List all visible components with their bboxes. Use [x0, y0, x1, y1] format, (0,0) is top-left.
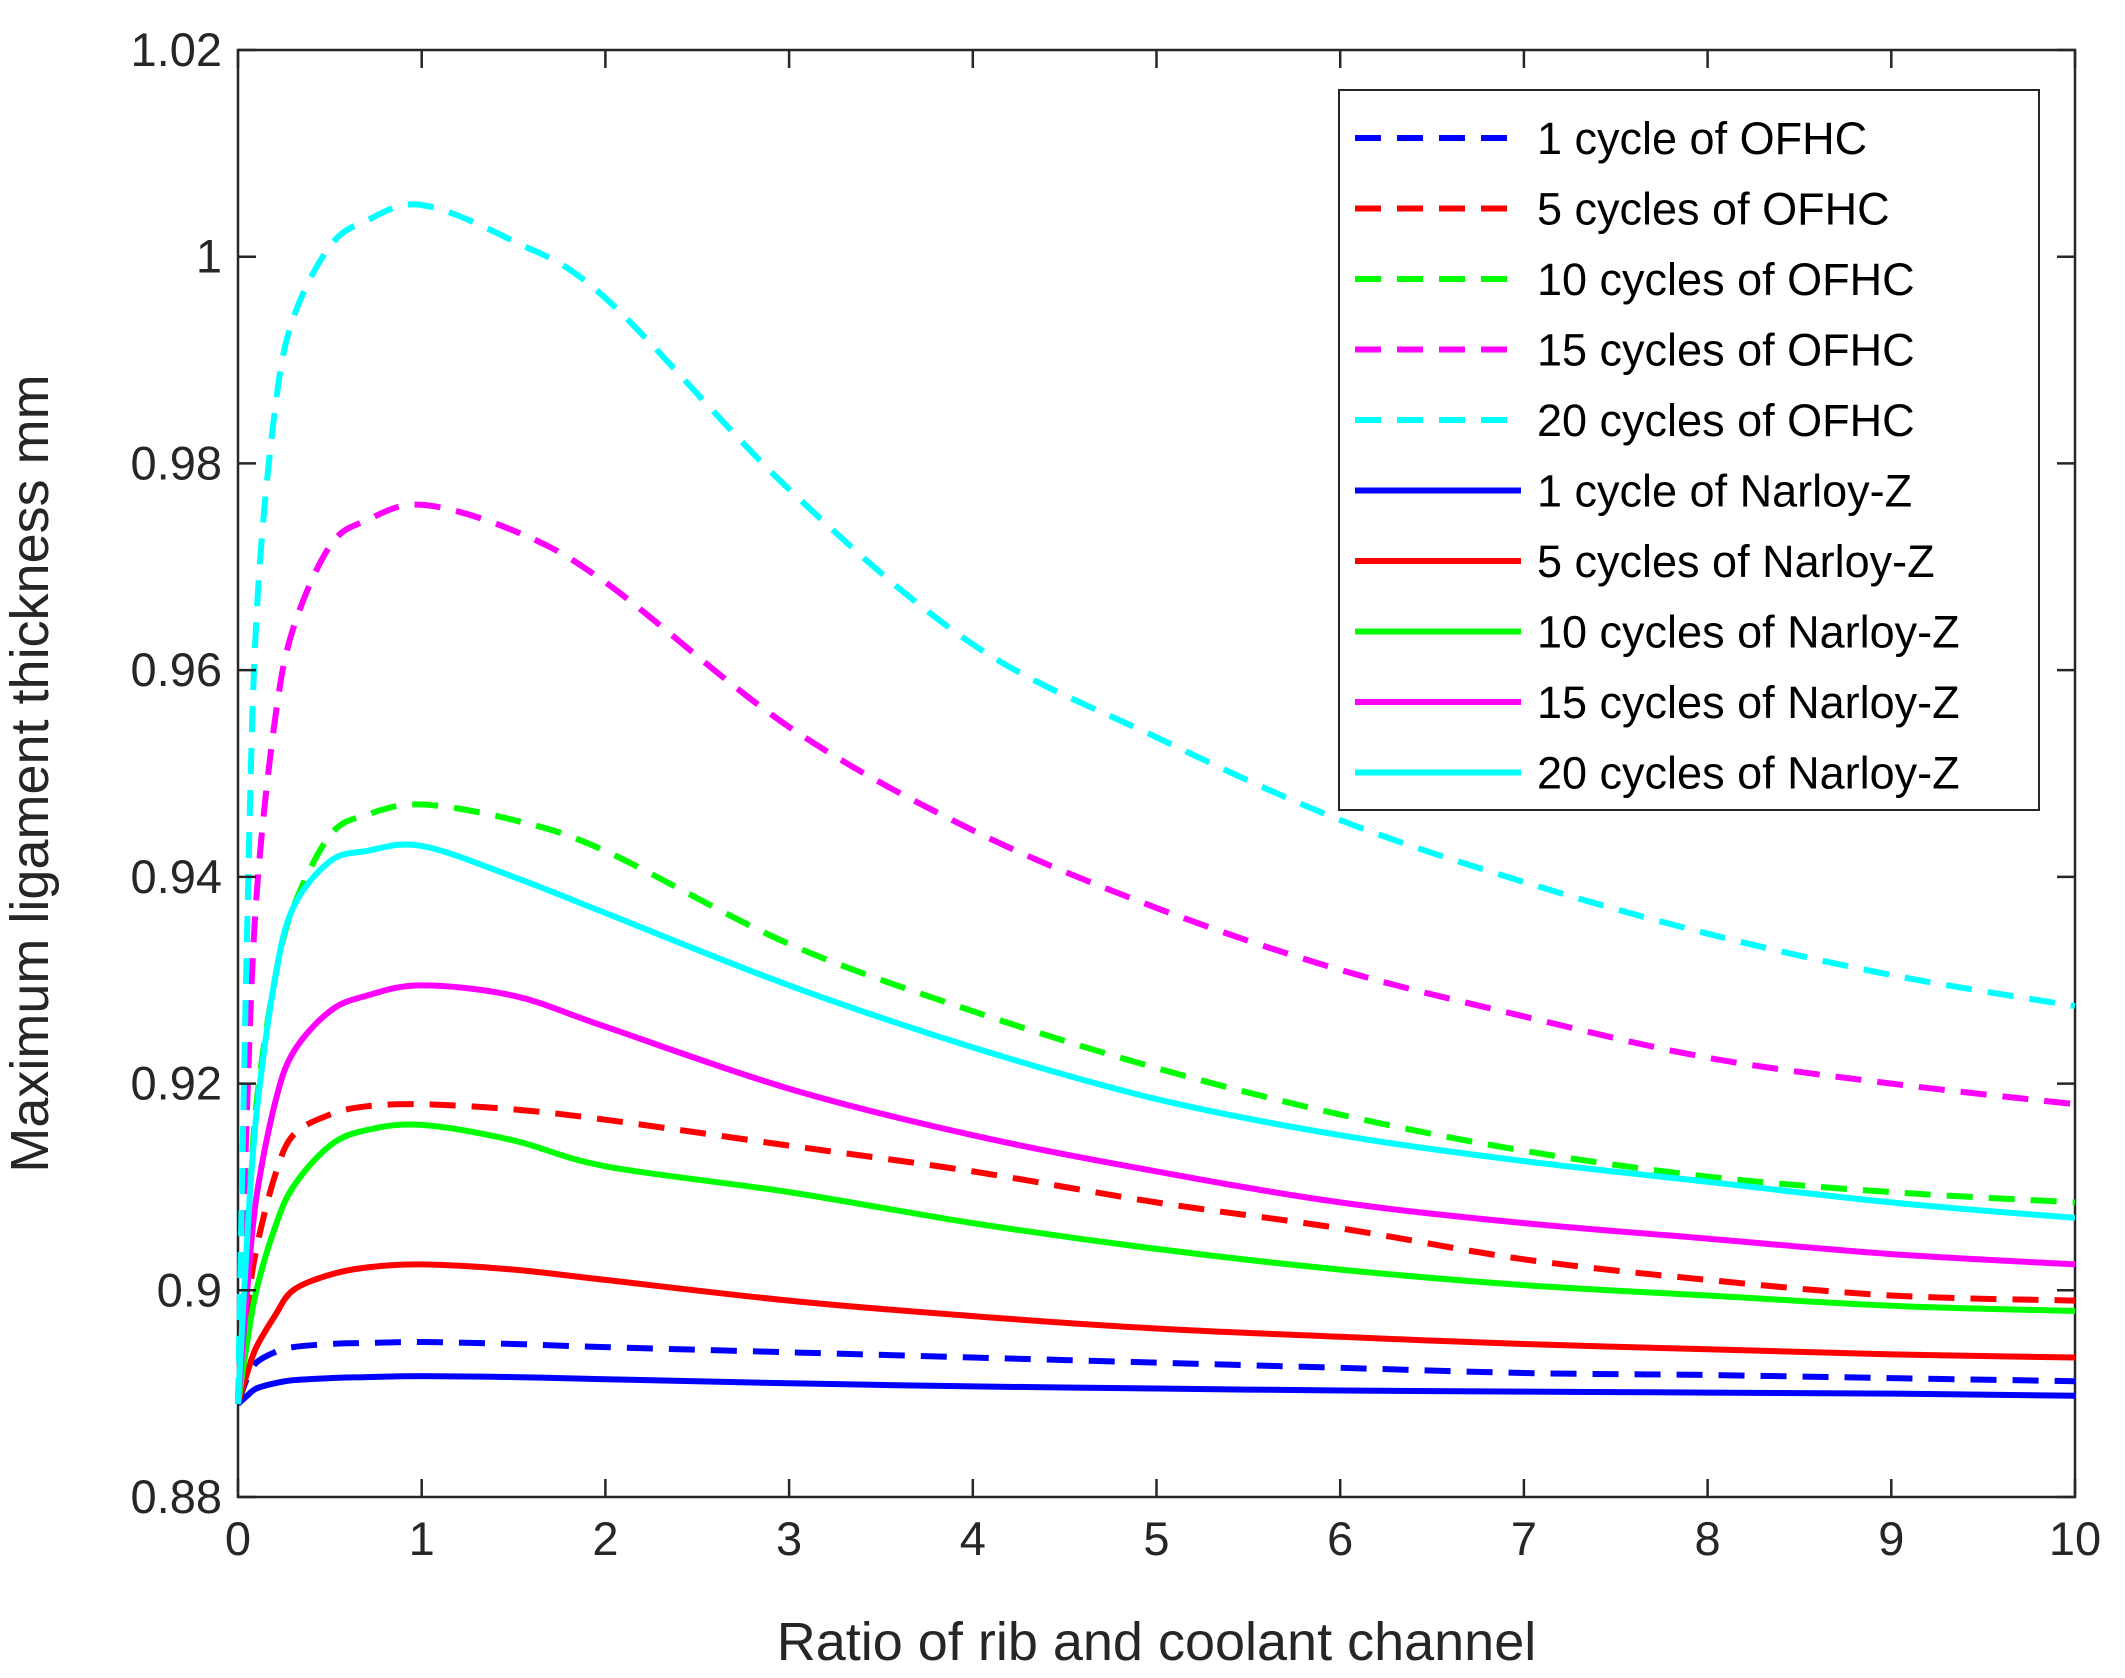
- legend-item-5-cycles-of-ofhc: 5 cycles of OFHC: [1355, 184, 1890, 235]
- legend-item-10-cycles-of-ofhc: 10 cycles of OFHC: [1355, 254, 1915, 305]
- legend-label: 20 cycles of OFHC: [1537, 395, 1915, 446]
- y-tick-label: 0.98: [131, 436, 222, 489]
- legend-item-15-cycles-of-narloy-z: 15 cycles of Narloy-Z: [1355, 677, 1960, 728]
- series-line-20-cycles-of-ofhc: [235, 201, 2076, 1405]
- x-axis-title: Ratio of rib and coolant channel: [777, 1612, 1537, 1672]
- legend-label: 10 cycles of Narloy-Z: [1537, 607, 1960, 658]
- legend-item-1-cycle-of-ofhc: 1 cycle of OFHC: [1355, 113, 1867, 164]
- series-line-1-cycle-of-narloy-z: [235, 1373, 2076, 1407]
- x-tick-label: 9: [1878, 1512, 1904, 1565]
- x-tick-label: 1: [409, 1512, 435, 1565]
- legend-label: 1 cycle of OFHC: [1537, 113, 1867, 164]
- y-tick-label: 0.88: [131, 1470, 222, 1523]
- series-layer: [235, 201, 2076, 1407]
- legend-item-15-cycles-of-ofhc: 15 cycles of OFHC: [1355, 325, 1915, 376]
- x-tick-label: 3: [776, 1512, 802, 1565]
- series-line-1-cycle-of-ofhc: [235, 1338, 2076, 1405]
- legend-label: 15 cycles of Narloy-Z: [1537, 677, 1960, 728]
- x-tick-label: 7: [1511, 1512, 1537, 1565]
- legend-label: 5 cycles of OFHC: [1537, 184, 1890, 235]
- legend-item-1-cycle-of-narloy-z: 1 cycle of Narloy-Z: [1355, 466, 1912, 517]
- legend-item-5-cycles-of-narloy-z: 5 cycles of Narloy-Z: [1355, 536, 1935, 587]
- y-tick-label: 0.94: [131, 850, 222, 903]
- x-tick-label: 4: [960, 1512, 986, 1565]
- legend-label: 5 cycles of Narloy-Z: [1537, 536, 1935, 587]
- legend-items: 1 cycle of OFHC 5 cycles of OFHC 10 cycles…: [1355, 113, 1960, 799]
- legend-label: 15 cycles of OFHC: [1537, 325, 1915, 376]
- x-tick-label: 8: [1695, 1512, 1721, 1565]
- legend-label: 10 cycles of OFHC: [1537, 254, 1915, 305]
- legend-label: 20 cycles of Narloy-Z: [1537, 748, 1960, 799]
- y-tick-label: 0.9: [157, 1263, 222, 1316]
- series-line-15-cycles-of-narloy-z: [235, 982, 2076, 1405]
- series-line-15-cycles-of-ofhc: [235, 501, 2076, 1405]
- series-line-5-cycles-of-narloy-z: [235, 1261, 2076, 1405]
- y-tick-label: 1.02: [131, 23, 222, 76]
- series-line-20-cycles-of-narloy-z: [235, 841, 2076, 1405]
- y-axis-title: Maximum ligament thickness mm: [0, 374, 60, 1172]
- x-tick-label: 0: [225, 1512, 251, 1565]
- legend-item-20-cycles-of-ofhc: 20 cycles of OFHC: [1355, 395, 1915, 446]
- ticks-layer: 0 1 2 3 4 5 6 7 8 9 10 0.88 0.9 0.92 0.94 0.96 0.98 1 1.02: [131, 23, 2102, 1565]
- x-tick-label: 6: [1327, 1512, 1353, 1565]
- y-tick-label: 0.92: [131, 1057, 222, 1110]
- legend-label: 1 cycle of Narloy-Z: [1537, 466, 1912, 517]
- series-line-10-cycles-of-narloy-z: [235, 1121, 2076, 1405]
- y-tick-label: 0.96: [131, 643, 222, 696]
- legend-item-20-cycles-of-narloy-z: 20 cycles of Narloy-Z: [1355, 748, 1960, 799]
- y-tick-label: 1: [196, 230, 222, 283]
- x-tick-label: 5: [1143, 1512, 1169, 1565]
- legend: 1 cycle of OFHC 5 cycles of OFHC 10 cycles…: [1338, 89, 2040, 811]
- x-tick-label: 10: [2049, 1512, 2101, 1565]
- legend-item-10-cycles-of-narloy-z: 10 cycles of Narloy-Z: [1355, 607, 1960, 658]
- series-line-10-cycles-of-ofhc: [235, 801, 2076, 1405]
- series-line-5-cycles-of-ofhc: [235, 1101, 2076, 1405]
- x-tick-label: 2: [592, 1512, 618, 1565]
